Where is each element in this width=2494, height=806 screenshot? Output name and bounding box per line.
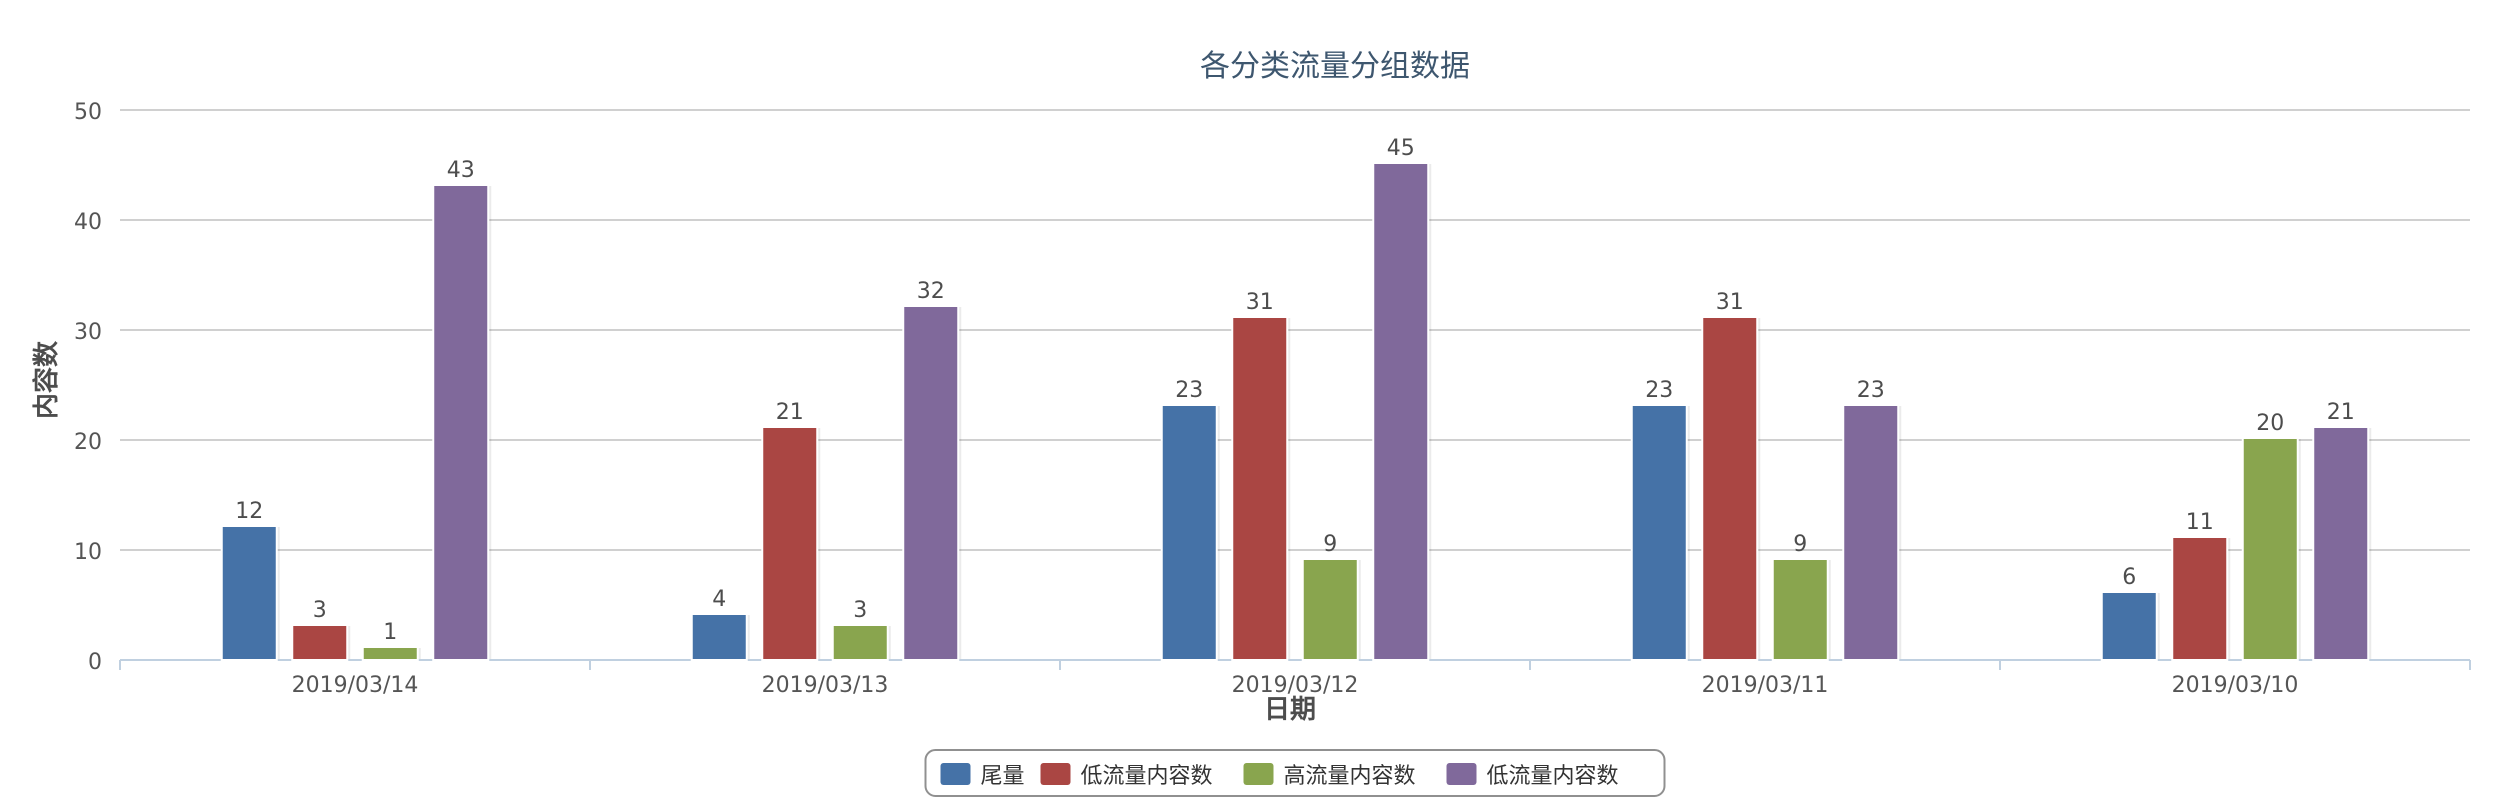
data-label: 23 [1857,378,1885,403]
y-tick-label: 50 [74,100,102,125]
data-label: 23 [1645,378,1673,403]
data-label: 1 [383,620,397,645]
bar[interactable] [1372,162,1430,661]
data-label: 3 [313,598,327,623]
y-tick-label: 0 [88,650,102,675]
legend-box [924,749,1666,797]
bar[interactable] [291,624,349,661]
data-label: 12 [235,499,263,524]
y-tick-label: 20 [74,430,102,455]
bar[interactable] [2171,536,2229,661]
data-label: 32 [917,279,945,304]
data-label: 9 [1323,532,1337,557]
bar[interactable] [2100,591,2158,661]
legend: 尾量 低流量内容数 高流量内容数 低流量内容数 [924,749,1666,797]
bar[interactable] [432,184,490,661]
bar[interactable] [1630,404,1688,661]
legend-swatch [1243,763,1274,785]
bar[interactable] [1231,316,1289,661]
bar[interactable] [2241,437,2299,661]
legend-swatch [940,763,971,785]
bar[interactable] [761,426,819,661]
legend-swatch [1446,763,1477,785]
data-label: 23 [1175,378,1203,403]
gridlines [120,109,2470,551]
bar[interactable] [690,613,748,661]
x-tick-label: 2019/03/10 [2172,673,2299,698]
y-axis-ticks: 0 10 20 30 40 50 [74,100,102,675]
bar[interactable] [1301,558,1359,661]
bar[interactable] [1701,316,1759,661]
bar[interactable] [1842,404,1900,661]
data-label: 3 [853,598,867,623]
legend-item[interactable]: 高流量内容数 [1243,763,1416,789]
legend-item[interactable]: 低流量内容数 [1040,763,1213,789]
bar[interactable] [361,646,419,661]
data-label: 11 [2186,510,2214,535]
bar[interactable] [2312,426,2370,661]
data-label: 31 [1246,290,1274,315]
data-label: 6 [2122,565,2136,590]
data-label: 21 [2327,400,2355,425]
data-label: 4 [712,587,726,612]
legend-label: 尾量 [981,764,1025,789]
data-label: 9 [1793,532,1807,557]
legend-label: 低流量内容数 [1487,764,1619,789]
bar[interactable] [831,624,889,661]
data-label: 21 [776,400,804,425]
bar[interactable] [1160,404,1218,661]
bar[interactable] [1771,558,1829,661]
x-tick-label: 2019/03/11 [1702,673,1829,698]
bar[interactable] [220,525,278,661]
y-axis-title: 内容数 [31,340,62,419]
legend-item[interactable]: 低流量内容数 [1446,763,1619,789]
y-tick-label: 10 [74,540,102,565]
y-tick-label: 30 [74,320,102,345]
legend-item[interactable]: 尾量 [940,763,1025,789]
y-tick-label: 40 [74,210,102,235]
data-label: 20 [2256,411,2284,436]
x-axis-ticks: 2019/03/14 2019/03/13 2019/03/12 2019/03/11… [292,673,2299,698]
legend-label: 低流量内容数 [1081,764,1213,789]
x-axis-title: 日期 [1264,695,1316,725]
x-tick-label: 2019/03/12 [1232,673,1359,698]
x-tick-label: 2019/03/14 [292,673,419,698]
x-axis [119,659,2471,670]
data-label: 45 [1387,136,1415,161]
legend-label: 高流量内容数 [1284,764,1416,789]
legend-swatch [1040,763,1071,785]
bar[interactable] [902,305,960,661]
chart-title: 各分类流量分组数据 [1200,49,1470,84]
data-label: 43 [447,158,475,183]
data-label: 31 [1716,290,1744,315]
x-tick-label: 2019/03/13 [762,673,889,698]
bars [220,162,2372,661]
